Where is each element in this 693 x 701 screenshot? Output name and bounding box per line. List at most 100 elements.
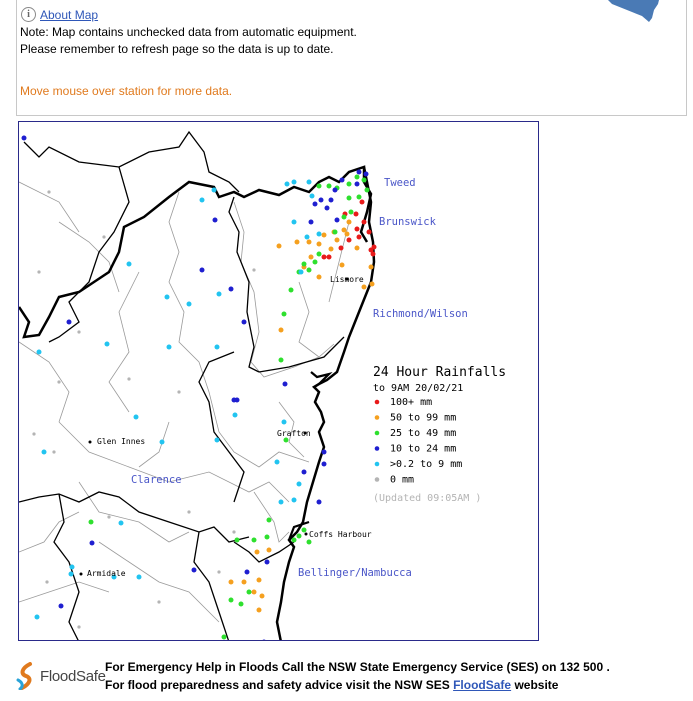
about-map-link[interactable]: About Map bbox=[40, 7, 99, 22]
station-marker-green[interactable] bbox=[346, 181, 352, 187]
station-marker-grey[interactable] bbox=[57, 380, 61, 384]
station-marker-orange[interactable] bbox=[369, 281, 375, 287]
station-marker-blue[interactable] bbox=[308, 219, 314, 225]
station-marker-blue[interactable] bbox=[244, 569, 250, 575]
station-marker-grey[interactable] bbox=[232, 530, 236, 534]
station-marker-cyan[interactable] bbox=[309, 193, 315, 199]
station-marker-cyan[interactable] bbox=[211, 187, 217, 193]
station-marker-cyan[interactable] bbox=[232, 412, 238, 418]
station-marker-orange[interactable] bbox=[276, 243, 282, 249]
station-marker-green[interactable] bbox=[348, 209, 354, 215]
station-marker-red[interactable] bbox=[326, 254, 332, 260]
station-marker-cyan[interactable] bbox=[118, 520, 124, 526]
station-marker-blue[interactable] bbox=[282, 381, 288, 387]
station-marker-green[interactable] bbox=[301, 261, 307, 267]
station-marker-green[interactable] bbox=[341, 214, 347, 220]
station-marker-blue[interactable] bbox=[264, 559, 270, 565]
station-marker-cyan[interactable] bbox=[291, 497, 297, 503]
station-marker-cyan[interactable] bbox=[304, 234, 310, 240]
station-marker-blue[interactable] bbox=[334, 217, 340, 223]
station-marker-grey[interactable] bbox=[37, 270, 41, 274]
station-marker-orange[interactable] bbox=[344, 231, 350, 237]
station-marker-blue[interactable] bbox=[321, 449, 327, 455]
station-marker-green[interactable] bbox=[306, 539, 312, 545]
floodsafe-logo[interactable]: FloodSafe bbox=[16, 662, 106, 690]
station-marker-blue[interactable] bbox=[262, 639, 267, 642]
station-marker-green[interactable] bbox=[264, 534, 270, 540]
station-marker-blue[interactable] bbox=[324, 205, 330, 211]
station-marker-green[interactable] bbox=[326, 183, 332, 189]
station-marker-cyan[interactable] bbox=[111, 574, 117, 580]
station-marker-red[interactable] bbox=[361, 219, 367, 225]
station-marker-orange[interactable] bbox=[328, 246, 334, 252]
station-marker-orange[interactable] bbox=[354, 245, 360, 251]
station-marker-cyan[interactable] bbox=[291, 219, 297, 225]
station-marker-orange[interactable] bbox=[346, 219, 352, 225]
station-marker-green[interactable] bbox=[312, 259, 318, 265]
station-marker-green[interactable] bbox=[283, 437, 289, 443]
station-marker-cyan[interactable] bbox=[136, 574, 142, 580]
station-marker-cyan[interactable] bbox=[281, 419, 287, 425]
station-marker-green[interactable] bbox=[364, 187, 370, 193]
station-marker-green[interactable] bbox=[278, 357, 284, 363]
station-marker-grey[interactable] bbox=[177, 390, 181, 394]
rainfall-map-canvas[interactable]: Tweed Brunswick Richmond/Wilson Clarence… bbox=[19, 122, 539, 641]
station-marker-grey[interactable] bbox=[102, 235, 106, 239]
station-marker-green[interactable] bbox=[301, 527, 307, 533]
station-marker-blue[interactable] bbox=[356, 169, 362, 175]
station-marker-red[interactable] bbox=[354, 226, 360, 232]
station-marker-grey[interactable] bbox=[187, 510, 191, 514]
station-marker-red[interactable] bbox=[368, 247, 374, 253]
floodsafe-link[interactable]: FloodSafe bbox=[453, 678, 512, 692]
station-marker-orange[interactable] bbox=[316, 241, 322, 247]
station-marker-green[interactable] bbox=[228, 597, 234, 603]
station-marker-cyan[interactable] bbox=[214, 437, 220, 443]
station-marker-cyan[interactable] bbox=[164, 294, 170, 300]
station-marker-cyan[interactable] bbox=[316, 231, 322, 237]
station-marker-green[interactable] bbox=[88, 519, 94, 525]
station-marker-cyan[interactable] bbox=[284, 181, 290, 187]
station-marker-blue[interactable] bbox=[58, 603, 64, 609]
station-marker-blue[interactable] bbox=[321, 461, 327, 467]
station-marker-green[interactable] bbox=[234, 537, 240, 543]
station-markers[interactable] bbox=[21, 135, 377, 642]
station-marker-green[interactable] bbox=[356, 194, 362, 200]
station-marker-green[interactable] bbox=[354, 174, 360, 180]
station-marker-blue[interactable] bbox=[312, 201, 318, 207]
station-marker-green[interactable] bbox=[221, 634, 227, 640]
station-marker-cyan[interactable] bbox=[133, 414, 139, 420]
station-marker-orange[interactable] bbox=[241, 579, 247, 585]
station-marker-green[interactable] bbox=[246, 589, 252, 595]
station-marker-red[interactable] bbox=[356, 234, 362, 240]
station-marker-grey[interactable] bbox=[157, 600, 161, 604]
station-marker-red[interactable] bbox=[346, 237, 352, 243]
station-marker-blue[interactable] bbox=[228, 286, 234, 292]
station-marker-orange[interactable] bbox=[368, 264, 374, 270]
station-marker-orange[interactable] bbox=[228, 579, 234, 585]
station-marker-orange[interactable] bbox=[251, 589, 257, 595]
station-marker-red[interactable] bbox=[321, 254, 327, 260]
station-marker-blue[interactable] bbox=[89, 540, 95, 546]
station-marker-cyan[interactable] bbox=[41, 449, 47, 455]
station-marker-orange[interactable] bbox=[259, 593, 265, 599]
station-marker-green[interactable] bbox=[251, 537, 257, 543]
station-marker-cyan[interactable] bbox=[306, 179, 312, 185]
station-marker-grey[interactable] bbox=[45, 580, 49, 584]
station-marker-green[interactable] bbox=[296, 533, 302, 539]
station-marker-green[interactable] bbox=[306, 267, 312, 273]
station-marker-cyan[interactable] bbox=[296, 481, 302, 487]
rainfall-map[interactable]: Tweed Brunswick Richmond/Wilson Clarence… bbox=[18, 121, 539, 641]
station-marker-grey[interactable] bbox=[127, 377, 131, 381]
station-marker-cyan[interactable] bbox=[166, 344, 172, 350]
station-marker-grey[interactable] bbox=[217, 570, 221, 574]
station-marker-blue[interactable] bbox=[332, 187, 338, 193]
station-marker-blue[interactable] bbox=[354, 181, 360, 187]
station-marker-green[interactable] bbox=[291, 537, 297, 543]
station-marker-orange[interactable] bbox=[339, 262, 345, 268]
station-marker-grey[interactable] bbox=[252, 268, 256, 272]
station-marker-red[interactable] bbox=[338, 245, 344, 251]
station-marker-cyan[interactable] bbox=[274, 459, 280, 465]
station-marker-blue[interactable] bbox=[241, 319, 247, 325]
station-marker-cyan[interactable] bbox=[199, 197, 205, 203]
station-marker-orange[interactable] bbox=[321, 232, 327, 238]
